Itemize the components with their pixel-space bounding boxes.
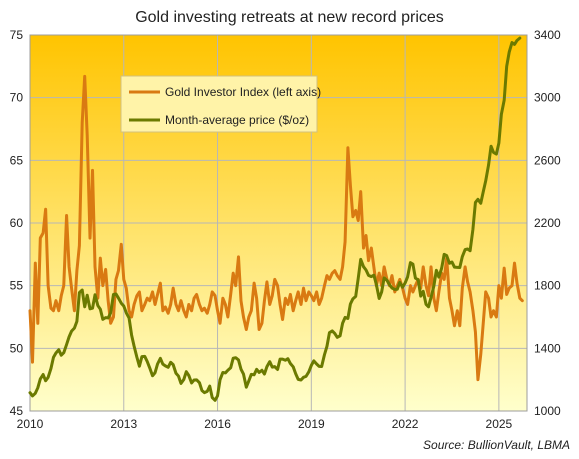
series-line-month-average-price	[28, 36, 522, 402]
legend-box	[120, 75, 318, 133]
chart-title: Gold investing retreats at new record pr…	[135, 9, 444, 26]
y-right-tick-label: 1400	[534, 341, 561, 355]
legend: Gold Investor Index (left axis) Month-av…	[120, 75, 321, 133]
x-tick-label: 2025	[486, 417, 513, 431]
x-tick-label: 2022	[392, 417, 419, 431]
y-left-tick-label: 60	[10, 216, 24, 230]
x-tick-label: 2013	[110, 417, 137, 431]
y-left-tick-label: 70	[10, 91, 24, 105]
y-right-tick-label: 1000	[534, 404, 561, 418]
x-tick-label: 2010	[17, 417, 44, 431]
legend-label-gold-investor-index: Gold Investor Index (left axis)	[165, 85, 321, 99]
y-left-tick-label: 50	[10, 341, 24, 355]
chart-source: Source: BullionVault, LBMA	[423, 438, 570, 452]
y-left-tick-label: 55	[10, 279, 24, 293]
y-left-tick-label: 75	[10, 28, 24, 42]
left-axis: 45 50 55 60 65 70 75	[10, 28, 24, 418]
y-left-tick-label: 65	[10, 153, 24, 167]
x-tick-label: 2019	[298, 417, 325, 431]
y-right-tick-label: 3000	[534, 91, 561, 105]
right-axis: 1000 1400 1800 2200 2600 3000 3400	[534, 28, 561, 418]
y-left-tick-label: 45	[10, 404, 24, 418]
x-axis: 2010 2013 2016 2019 2022 2025	[17, 417, 513, 431]
legend-label-month-average-price: Month-average price ($/oz)	[165, 113, 309, 127]
y-right-tick-label: 1800	[534, 279, 561, 293]
series-line-gold-investor-index	[28, 74, 524, 382]
y-right-tick-label: 2600	[534, 153, 561, 167]
x-tick-label: 2016	[204, 417, 231, 431]
y-right-tick-label: 3400	[534, 28, 561, 42]
series-layer	[28, 36, 524, 402]
plot-border	[29, 34, 528, 412]
y-right-tick-label: 2200	[534, 216, 561, 230]
